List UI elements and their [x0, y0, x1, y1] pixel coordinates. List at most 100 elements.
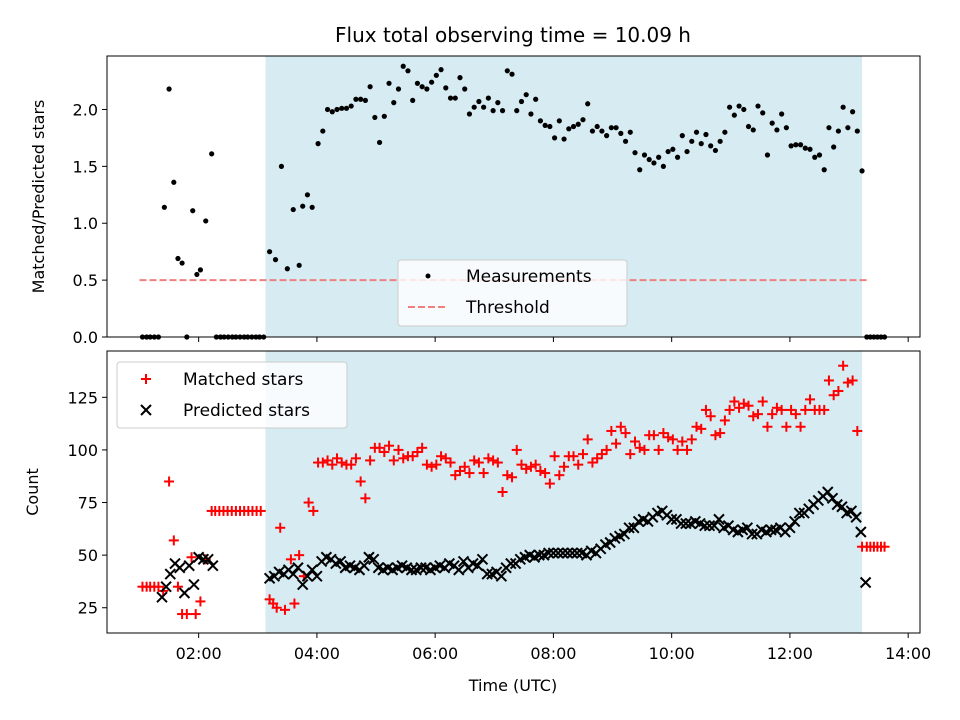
matched-star-point [271, 602, 282, 613]
measurement-point [161, 204, 167, 210]
predicted-star-point [164, 568, 176, 580]
predicted-star-point [287, 568, 299, 580]
matched-star-point [544, 478, 555, 489]
matched-star-point [473, 457, 484, 468]
predicted-star-point [495, 570, 508, 582]
y-tick-label: 0.5 [73, 271, 98, 290]
measurement-point [334, 106, 340, 113]
bottom-legend-box [116, 361, 348, 429]
y-tick-label: 1.0 [73, 214, 98, 233]
matched-star-point [776, 404, 787, 415]
measurement-point [604, 133, 610, 139]
predicted-star-point [746, 528, 758, 540]
measurement-point [309, 204, 315, 210]
matched-star-point [700, 404, 711, 415]
measurement-point [284, 266, 290, 272]
matched-star-point [275, 522, 286, 533]
matched-star-point [823, 375, 834, 386]
measurement-point [641, 152, 648, 158]
measurement-point [599, 128, 605, 134]
matched-star-point [384, 440, 395, 451]
measurement-point [171, 179, 177, 185]
predicted-star-point [297, 578, 309, 591]
measurement-point [433, 72, 439, 78]
measurement-point [376, 139, 383, 146]
measurement-point [722, 129, 728, 135]
legend-x-symbol [140, 404, 152, 416]
measurement-point [760, 110, 766, 116]
predicted-star-point [836, 501, 848, 513]
measurement-point [745, 123, 752, 130]
predicted-star-point [784, 522, 796, 534]
predicted-star-point [207, 559, 219, 572]
measurement-point [618, 130, 624, 136]
measurement-point [343, 105, 350, 111]
top-panel-frame [106, 55, 921, 338]
measurement-point [575, 121, 581, 127]
matched-star-point [800, 404, 811, 415]
matched-star-point [790, 409, 801, 420]
matched-star-point [483, 453, 494, 464]
matched-star-point [336, 457, 347, 468]
measurement-point [727, 104, 733, 110]
matched-star-point [388, 455, 399, 466]
measurement-point [315, 140, 321, 147]
measurement-point [769, 120, 775, 126]
matched-star-point [677, 436, 688, 447]
matched-star-point [365, 455, 376, 466]
legend-marker-measurements [425, 273, 431, 279]
legend-plus-symbol [141, 374, 151, 384]
top-panel: 0.00.51.01.52.0 Matched/Predicted stars … [29, 55, 921, 347]
predicted-star-point [708, 519, 720, 532]
matched-star-point [497, 487, 508, 497]
matched-star-point [285, 554, 296, 565]
measurement-point [580, 117, 586, 123]
matched-star-point [611, 438, 622, 449]
measurement-point [845, 125, 851, 131]
predicted-star-point [306, 564, 318, 576]
matched-star-point [426, 461, 437, 472]
matched-star-point [507, 472, 518, 483]
matched-star-point [360, 493, 371, 504]
legend-marker-matched-stars [141, 374, 151, 384]
matched-star-point [715, 428, 726, 439]
matched-star-point [379, 447, 390, 458]
y-tick-label: 1.5 [73, 157, 98, 176]
predicted-star-point [618, 528, 631, 540]
matched-star-point [195, 596, 206, 607]
predicted-star-point [845, 505, 858, 517]
matched-star-point [847, 375, 858, 386]
measurement-point [821, 167, 827, 173]
y-tick-label: 2.0 [73, 100, 98, 119]
matched-star-point [620, 428, 631, 439]
measurement-point [589, 128, 596, 134]
measurement-point [537, 118, 544, 124]
y-tick-label: 125 [67, 388, 98, 407]
matched-star-point [582, 434, 593, 445]
measurement-point [405, 68, 411, 74]
matched-star-point [554, 470, 565, 481]
measurement-point [542, 122, 548, 128]
matched-star-point [710, 430, 721, 441]
predicted-star-point [505, 557, 517, 570]
matched-star-point [838, 360, 849, 371]
matched-star-point [795, 421, 806, 432]
measurement-point [272, 257, 279, 263]
predicted-star-point [415, 562, 427, 574]
chart-title: Flux total observing time = 10.09 h [335, 23, 691, 47]
matched-star-point [672, 444, 683, 455]
measurement-point [533, 96, 539, 102]
matched-star-point [540, 468, 551, 479]
matched-star-point [186, 552, 197, 563]
measurement-point [622, 138, 629, 144]
measurement-point [209, 151, 215, 157]
measurement-point [296, 262, 302, 268]
y-tick-label: 0.0 [73, 328, 98, 347]
bottom-legend: Matched stars Predicted stars [116, 361, 348, 429]
matched-star-point [606, 425, 617, 436]
matched-star-point [164, 476, 175, 487]
y-tick-label: 25 [78, 599, 98, 618]
matched-star-point [464, 468, 475, 479]
measurement-point [462, 86, 468, 92]
x-tick-label: 12:00 [767, 644, 813, 663]
